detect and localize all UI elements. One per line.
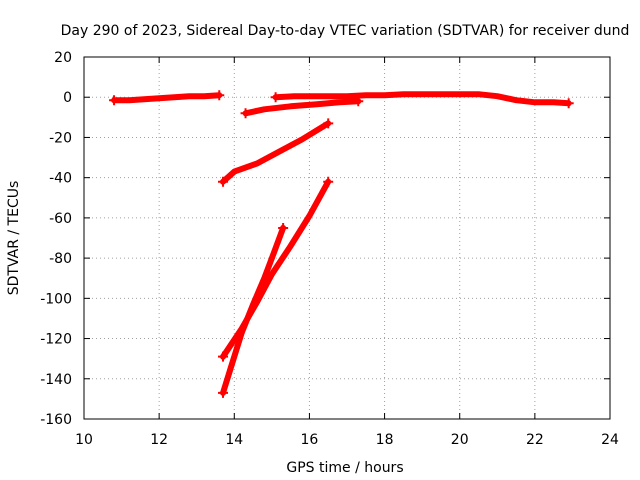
- series-point-marker: [218, 351, 229, 362]
- chart-title: Day 290 of 2023, Sidereal Day-to-day VTE…: [61, 23, 630, 39]
- x-tick-label: 24: [601, 432, 619, 448]
- series-point-marker: [323, 176, 334, 187]
- series-point-marker: [218, 387, 229, 398]
- y-tick-label: 0: [63, 90, 72, 106]
- x-tick-label: 10: [75, 432, 93, 448]
- series-point-marker: [214, 90, 225, 101]
- series-point-marker: [278, 222, 289, 233]
- y-tick-label: -120: [40, 332, 72, 348]
- series-track-d: [220, 120, 332, 185]
- series-track-a: [111, 92, 223, 104]
- series-point-marker: [240, 108, 251, 119]
- y-tick-label: -60: [49, 211, 72, 227]
- y-tick-label: -140: [40, 372, 72, 388]
- y-tick-label: 20: [54, 50, 72, 66]
- x-tick-label: 12: [150, 432, 168, 448]
- tick-layer: 10 12 14 16 18 20 22 24 -160 -140 -120 -100 -80 -60 -4…: [40, 50, 619, 448]
- grid-layer: [84, 57, 610, 419]
- series-point-marker: [109, 95, 120, 106]
- y-tick-label: -40: [49, 171, 72, 187]
- x-tick-label: 14: [225, 432, 243, 448]
- x-axis-label: GPS time / hours: [286, 460, 403, 476]
- y-tick-label: -100: [40, 291, 72, 307]
- series-track-e: [220, 178, 332, 360]
- series-point-marker: [563, 98, 574, 109]
- series-point-marker: [323, 118, 334, 129]
- series-point-marker: [270, 92, 281, 103]
- series-track-c: [242, 98, 362, 117]
- series-track-b: [272, 91, 572, 107]
- series-layer: [109, 90, 574, 398]
- x-tick-label: 18: [376, 432, 394, 448]
- series-point-marker: [353, 96, 364, 107]
- y-tick-label: -20: [49, 130, 72, 146]
- y-tick-label: -80: [49, 251, 72, 267]
- plot-frame: [83, 56, 611, 420]
- x-tick-label: 16: [301, 432, 319, 448]
- series-track-f: [220, 224, 287, 396]
- y-axis-label: SDTVAR / TECUs: [6, 181, 22, 296]
- y-tick-label: -160: [40, 412, 72, 428]
- x-tick-label: 22: [526, 432, 544, 448]
- series-point-marker: [218, 176, 229, 187]
- x-tick-label: 20: [451, 432, 469, 448]
